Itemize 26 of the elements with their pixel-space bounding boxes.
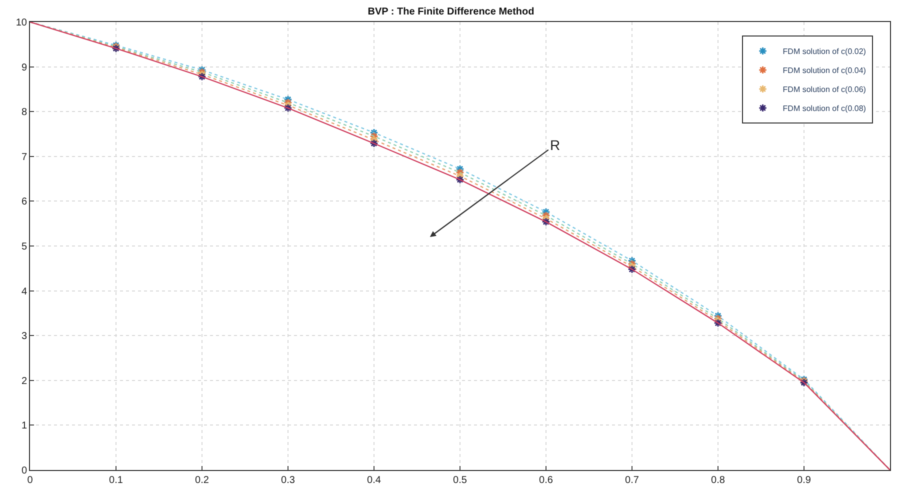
- chart-title: BVP : The Finite Difference Method: [368, 6, 534, 18]
- legend-label: FDM solution of c(0.06): [782, 85, 866, 94]
- x-tick-label: 0.8: [711, 475, 726, 486]
- x-tick-label: 0.1: [109, 475, 124, 486]
- x-tick-label: 0.2: [195, 475, 210, 486]
- x-tick-label: 0.3: [281, 475, 296, 486]
- y-tick-label: 8: [21, 107, 28, 118]
- x-tick-label: 0.7: [625, 475, 640, 486]
- legend-label: FDM solution of c(0.08): [782, 104, 866, 114]
- x-tick-label: 0.5: [453, 475, 468, 486]
- y-tick-label: 7: [21, 152, 28, 163]
- y-tick-label: 6: [21, 196, 28, 208]
- y-tick-label: 0: [21, 466, 28, 476]
- x-tick-label: 0.4: [367, 475, 382, 486]
- y-tick-label: 9: [21, 62, 28, 74]
- y-tick-label: 2: [21, 376, 28, 387]
- legend-label: FDM solution of c(0.04): [782, 66, 866, 76]
- y-tick-label: 1: [21, 420, 28, 432]
- y-tick-label: 4: [21, 286, 28, 298]
- y-tick-label: 5: [21, 242, 28, 252]
- y-tick-label: 3: [21, 331, 28, 342]
- y-tick-label: 10: [16, 18, 28, 28]
- x-tick-label: 0.6: [539, 475, 554, 486]
- annotation: R: [550, 137, 560, 153]
- x-tick-label: 0.9: [797, 475, 812, 486]
- legend-label: FDM solution of c(0.02): [782, 47, 866, 56]
